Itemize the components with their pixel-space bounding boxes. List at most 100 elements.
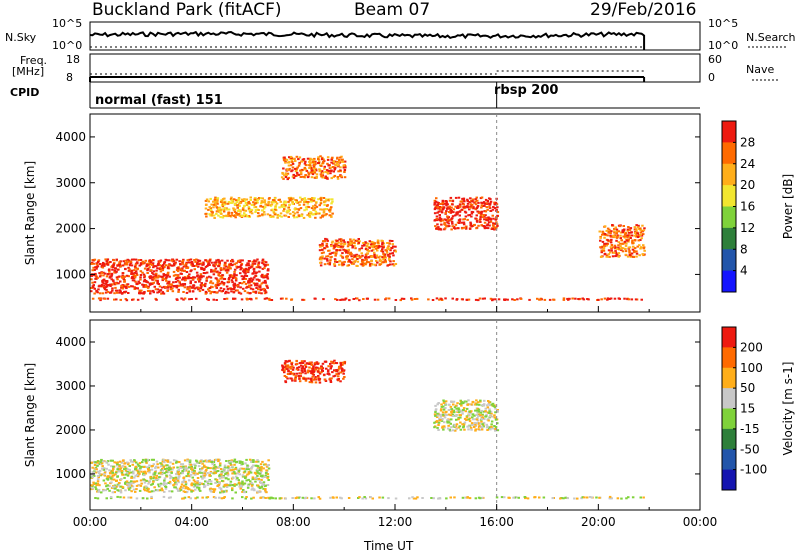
echo-cell xyxy=(116,268,120,271)
echo-cell xyxy=(256,484,260,487)
echo-cell xyxy=(260,470,263,473)
echo-cell xyxy=(362,242,365,244)
echo-cell xyxy=(313,207,317,210)
echo-cell xyxy=(469,205,473,208)
echo-cell xyxy=(208,460,211,463)
echo-cell xyxy=(233,275,236,278)
echo-cell xyxy=(184,480,187,483)
echo-cell xyxy=(240,298,244,301)
echo-cell xyxy=(94,461,97,464)
echo-cell xyxy=(227,465,230,468)
echo-cell xyxy=(154,469,157,472)
noise-sky-label: N.Sky xyxy=(5,31,37,44)
echo-cell xyxy=(185,263,188,265)
echo-cell xyxy=(257,209,260,211)
echo-cell xyxy=(160,465,163,468)
echo-cell xyxy=(95,267,98,270)
echo-cell xyxy=(315,169,318,172)
echo-cell xyxy=(146,281,149,284)
echo-cell xyxy=(268,204,271,207)
echo-cell xyxy=(133,459,136,462)
echo-cell xyxy=(307,377,310,380)
echo-cell xyxy=(319,261,322,264)
velocity-colorbar-tick-label: -50 xyxy=(740,442,760,456)
echo-cell xyxy=(183,269,186,272)
echo-cell xyxy=(225,207,228,210)
echo-cell xyxy=(605,242,608,245)
echo-cell xyxy=(227,280,231,283)
echo-cell xyxy=(334,260,337,263)
echo-cell xyxy=(351,258,354,261)
echo-cell xyxy=(242,489,245,491)
echo-cell xyxy=(151,262,155,265)
echo-cell xyxy=(273,199,276,202)
echo-cell xyxy=(333,168,337,171)
echo-cell xyxy=(390,247,394,250)
echo-cell xyxy=(436,403,439,406)
echo-cell xyxy=(107,273,110,275)
echo-cell xyxy=(287,164,291,167)
echo-cell xyxy=(127,292,130,294)
echo-cell xyxy=(195,460,199,463)
echo-cell xyxy=(240,267,243,269)
echo-cell xyxy=(385,297,388,300)
echo-cell xyxy=(102,473,106,476)
echo-cell xyxy=(238,467,242,470)
echo-cell xyxy=(209,214,212,217)
power-colorbar-swatch xyxy=(722,227,736,250)
echo-cell xyxy=(388,239,392,242)
echo-cell xyxy=(340,175,343,178)
echo-cell xyxy=(188,273,191,276)
echo-cell xyxy=(108,270,111,273)
echo-cell xyxy=(453,406,457,409)
echo-cell xyxy=(314,297,317,300)
echo-cell xyxy=(182,291,185,293)
echo-cell xyxy=(112,264,115,267)
echo-cell xyxy=(255,464,259,467)
echo-cell xyxy=(316,370,320,373)
echo-cell xyxy=(627,298,631,301)
echo-cell xyxy=(608,255,611,258)
echo-cell xyxy=(204,259,207,262)
echo-cell xyxy=(137,259,141,262)
echo-cell xyxy=(183,469,187,472)
echo-cell xyxy=(146,497,149,500)
echo-cell xyxy=(90,274,93,277)
echo-cell xyxy=(91,297,95,300)
echo-cell xyxy=(149,277,152,280)
echo-cell xyxy=(265,465,269,468)
echo-cell xyxy=(488,197,491,200)
echo-cell xyxy=(438,206,441,208)
velocity-ytick-label: 4000 xyxy=(55,335,86,349)
echo-cell xyxy=(156,463,159,466)
echo-cell xyxy=(140,292,144,295)
echo-cell xyxy=(476,401,480,404)
echo-cell xyxy=(225,271,229,274)
velocity-colorbar-tick-label: -100 xyxy=(740,463,767,477)
echo-cell xyxy=(236,472,239,475)
echo-cell xyxy=(302,175,306,178)
echo-cell xyxy=(265,491,268,494)
echo-cell xyxy=(299,372,303,375)
echo-cell xyxy=(462,203,465,206)
echo-cell xyxy=(216,197,220,200)
echo-cell xyxy=(141,458,145,461)
echo-cell xyxy=(122,260,125,263)
echo-cell xyxy=(215,459,218,462)
echo-cell xyxy=(639,228,642,231)
echo-cell xyxy=(277,199,280,201)
echo-cell xyxy=(314,366,318,369)
echo-cell xyxy=(614,251,618,254)
echo-cell xyxy=(149,292,152,295)
echo-cell xyxy=(152,473,155,476)
echo-cell xyxy=(214,267,218,270)
echo-cell xyxy=(294,175,297,177)
echo-cell xyxy=(148,282,152,285)
echo-cell xyxy=(320,371,323,374)
echo-cell xyxy=(512,496,515,499)
echo-cell xyxy=(119,298,122,301)
echo-cell xyxy=(171,290,175,293)
echo-cell xyxy=(364,254,368,257)
echo-cell xyxy=(354,259,357,262)
echo-cell xyxy=(220,471,224,474)
